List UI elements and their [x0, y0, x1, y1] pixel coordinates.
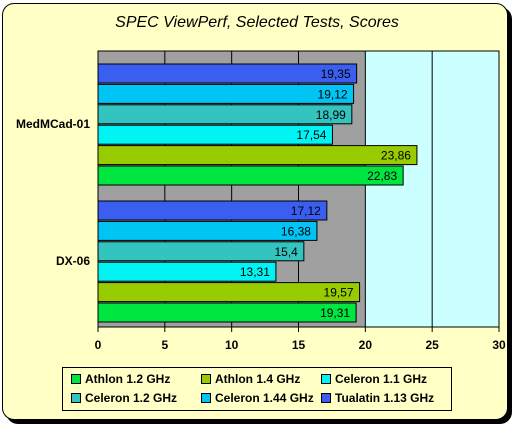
bar-value-label: 19,31 — [320, 306, 350, 320]
bar-value-label: 17,54 — [296, 128, 326, 142]
bar-value-label: 16,38 — [281, 224, 311, 238]
legend-item: Athlon 1.4 GHz — [201, 372, 300, 386]
legend-swatch — [71, 393, 81, 403]
bar — [97, 241, 305, 262]
legend-label: Athlon 1.4 GHz — [215, 372, 301, 386]
bar-value-label: 19,12 — [318, 87, 348, 101]
x-tick-label: 0 — [95, 338, 102, 352]
x-tick-label: 15 — [292, 338, 306, 352]
x-tick-label: 25 — [425, 338, 439, 352]
legend-swatch — [201, 374, 211, 384]
bar — [97, 165, 404, 186]
x-tick-label: 30 — [492, 338, 506, 352]
bar-value-label: 19,57 — [324, 286, 354, 300]
legend-label: Celeron 1.2 GHz — [85, 391, 178, 405]
legend-swatch — [71, 374, 81, 384]
legend-label: Celeron 1.44 GHz — [215, 391, 314, 405]
bar-value-label: 22,83 — [367, 169, 397, 183]
legend-label: Tualatin 1.13 GHz — [335, 391, 435, 405]
legend-swatch — [321, 374, 331, 384]
legend-label: Celeron 1.1 GHz — [335, 372, 428, 386]
category-label: DX-06 — [56, 254, 90, 268]
legend-item: Celeron 1.2 GHz — [71, 391, 177, 405]
bar — [97, 282, 361, 303]
chart-title: SPEC ViewPerf, Selected Tests, Scores — [115, 14, 399, 31]
bar-value-label: 15,4 — [274, 245, 298, 259]
x-tick-label: 20 — [359, 338, 373, 352]
bar — [97, 83, 355, 104]
category-label: MedMCad-01 — [16, 117, 90, 131]
legend-item: Athlon 1.2 GHz — [71, 372, 170, 386]
legend-swatch — [201, 393, 211, 403]
legend-item: Tualatin 1.13 GHz — [321, 391, 434, 405]
bar-value-label: 23,86 — [381, 149, 411, 163]
bar — [97, 145, 418, 166]
bar — [97, 63, 358, 84]
x-tick-label: 10 — [225, 338, 239, 352]
bar-value-label: 17,12 — [291, 204, 321, 218]
bar-value-label: 19,35 — [321, 67, 351, 81]
legend-swatch — [321, 393, 331, 403]
x-tick-label: 5 — [161, 338, 168, 352]
legend-label: Athlon 1.2 GHz — [85, 372, 171, 386]
bar — [97, 104, 353, 125]
bar-value-label: 18,99 — [316, 108, 346, 122]
chart-legend: Athlon 1.2 GHz Athlon 1.4 GHz Celeron 1.1 … — [62, 367, 452, 411]
bar-value-label: 13,31 — [240, 265, 270, 279]
bar — [97, 302, 357, 323]
legend-item: Celeron 1.44 GHz — [201, 391, 314, 405]
legend-item: Celeron 1.1 GHz — [321, 372, 427, 386]
